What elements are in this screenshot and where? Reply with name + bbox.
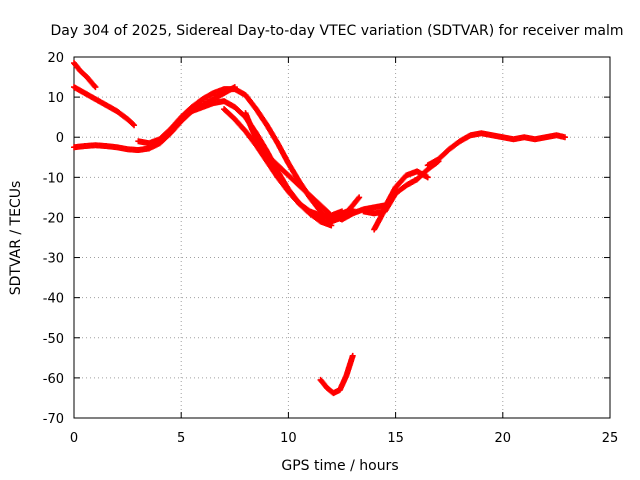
- x-tick-label: 20: [495, 431, 512, 446]
- y-tick-label: -50: [43, 332, 64, 347]
- x-tick-label: 0: [70, 431, 78, 446]
- y-tick-label: -40: [43, 292, 64, 307]
- y-tick-label: -60: [43, 372, 64, 387]
- x-tick-label: 10: [280, 431, 297, 446]
- y-tick-label: -30: [43, 252, 64, 267]
- data-point: [381, 202, 388, 209]
- y-tick-label: 20: [47, 51, 64, 66]
- data-point: [561, 134, 568, 141]
- data-point: [328, 222, 335, 229]
- data-points: [71, 60, 568, 397]
- data-point: [92, 84, 99, 91]
- x-tick-label: 5: [177, 431, 185, 446]
- y-tick-label: -70: [43, 412, 64, 427]
- series-track-1: [71, 60, 99, 91]
- data-point: [349, 352, 356, 359]
- data-point: [424, 174, 431, 181]
- series-track-12: [424, 130, 568, 169]
- x-tick-label: 25: [602, 431, 619, 446]
- data-point: [339, 208, 345, 215]
- x-tick-label: 15: [387, 431, 404, 446]
- plot-frame: [73, 56, 611, 419]
- series-track-11: [349, 202, 388, 217]
- grid: [74, 57, 610, 418]
- y-tick-label: -10: [43, 171, 64, 186]
- y-tick-label: 10: [47, 91, 64, 106]
- y-tick-label: -20: [43, 211, 64, 226]
- series-track-2: [71, 84, 138, 129]
- data-point: [129, 121, 136, 128]
- ticks: 0 5 10 15 20 25 20 10 0 -10 -20 -30 -40 -50 -60 -70: [43, 51, 619, 446]
- series-track-13: [317, 352, 356, 397]
- data-point: [91, 82, 98, 89]
- chart-title: Day 304 of 2025, Sidereal Day-to-day VTE…: [51, 23, 624, 39]
- series-track-7: [242, 110, 345, 219]
- data-point: [131, 122, 138, 129]
- x-axis-label: GPS time / hours: [281, 458, 398, 474]
- data-point: [355, 195, 362, 202]
- data-point: [356, 194, 363, 201]
- y-tick-label: 0: [56, 131, 64, 146]
- series-track-4: [135, 86, 363, 225]
- y-axis-label: SDTVAR / TECUs: [8, 181, 24, 296]
